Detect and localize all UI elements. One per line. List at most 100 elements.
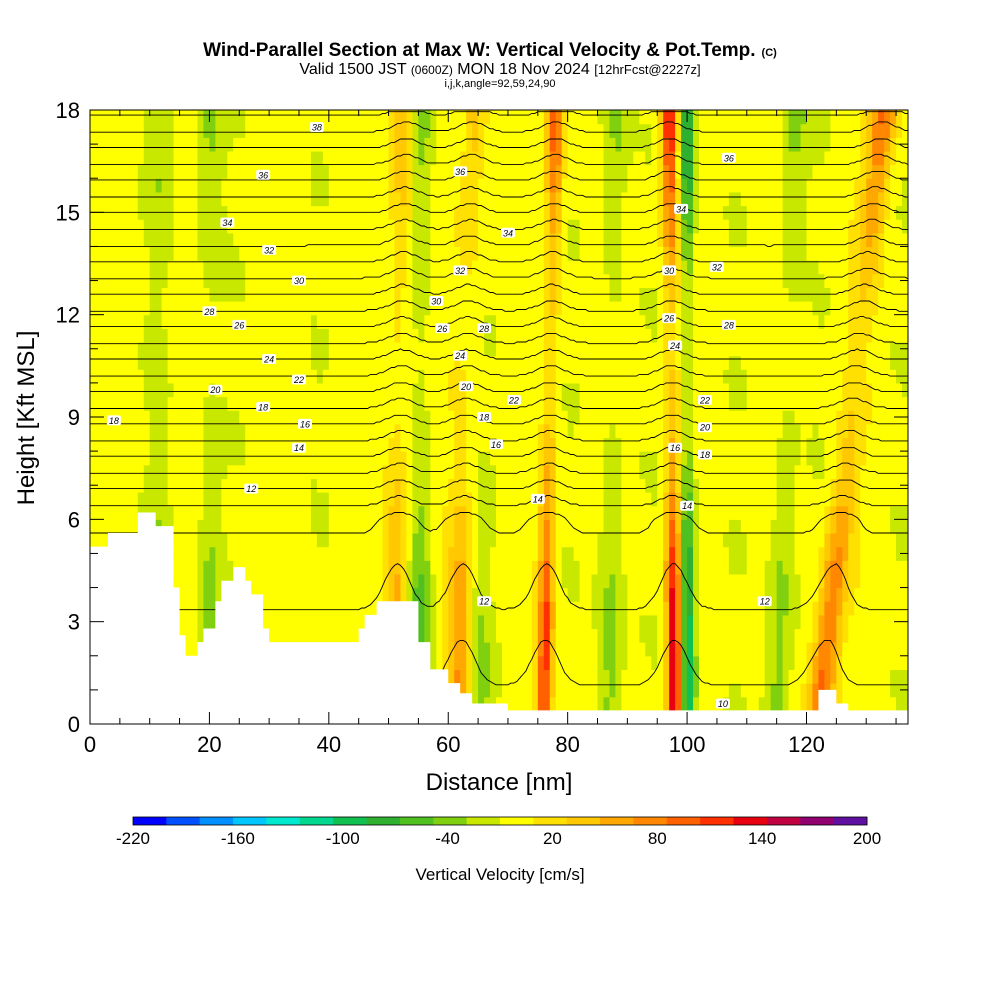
w-cell (460, 451, 467, 466)
w-cell (328, 492, 336, 507)
w-cell (740, 492, 748, 507)
w-cell (549, 396, 557, 411)
w-cell (448, 669, 455, 684)
w-cell (293, 219, 300, 234)
w-cell (209, 219, 216, 234)
w-cell (597, 696, 605, 711)
w-cell (651, 110, 658, 125)
w-cell (346, 519, 354, 534)
w-cell (394, 519, 402, 534)
w-cell (143, 246, 151, 261)
w-cell (699, 573, 706, 589)
w-cell (269, 437, 276, 452)
w-cell (663, 369, 670, 384)
w-cell (603, 123, 611, 138)
w-cell (107, 137, 115, 152)
w-cell (322, 123, 330, 138)
w-cell (704, 178, 712, 193)
w-cell (328, 573, 336, 589)
w-cell (460, 437, 467, 452)
w-cell (203, 410, 211, 425)
w-cell (131, 232, 139, 248)
w-cell (531, 273, 539, 288)
w-cell (501, 614, 509, 630)
w-cell (340, 519, 348, 534)
w-cell (490, 655, 497, 671)
w-cell (537, 369, 545, 384)
w-cell (633, 123, 640, 138)
w-cell (245, 137, 252, 152)
w-cell (173, 492, 181, 507)
w-cell (621, 382, 628, 398)
w-cell (704, 546, 712, 561)
w-cell (179, 191, 187, 207)
w-cell (346, 478, 354, 493)
w-cell (693, 573, 700, 589)
w-cell (430, 341, 437, 357)
w-cell (478, 273, 485, 288)
w-cell (346, 451, 354, 466)
w-cell (101, 505, 109, 520)
w-cell (663, 546, 670, 561)
w-cell (609, 532, 617, 548)
w-cell (704, 110, 712, 125)
w-cell (340, 191, 348, 207)
w-cell (507, 642, 515, 657)
w-cell (621, 246, 628, 261)
w-cell (364, 219, 372, 234)
w-cell (388, 328, 396, 343)
w-cell (728, 451, 736, 466)
w-cell (209, 110, 216, 125)
w-cell (460, 369, 467, 384)
w-cell (119, 260, 127, 275)
w-cell (370, 573, 378, 589)
w-cell (197, 560, 205, 575)
w-cell (728, 683, 736, 698)
w-cell (269, 492, 276, 507)
w-cell (167, 396, 175, 411)
w-cell (722, 423, 730, 439)
w-cell (149, 123, 157, 138)
w-cell (579, 451, 587, 466)
w-cell (525, 601, 533, 616)
w-cell (233, 355, 240, 370)
w-cell (143, 301, 151, 316)
w-cell (185, 137, 193, 152)
w-cell (633, 573, 640, 589)
w-cell (245, 123, 252, 138)
w-cell (460, 232, 467, 248)
w-cell (669, 532, 676, 548)
w-cell (507, 246, 515, 261)
w-cell (466, 532, 473, 548)
w-cell (591, 505, 599, 520)
w-cell (293, 178, 300, 193)
w-cell (424, 110, 431, 125)
w-cell (346, 178, 354, 193)
w-cell (609, 260, 617, 275)
w-cell (669, 150, 676, 166)
w-cell (704, 150, 712, 166)
w-cell (603, 341, 611, 357)
w-cell (687, 655, 694, 671)
w-cell (615, 232, 623, 248)
w-cell (675, 260, 682, 275)
w-cell (197, 410, 205, 425)
w-cell (161, 273, 169, 288)
w-cell (699, 437, 706, 452)
w-cell (328, 396, 336, 411)
w-cell (430, 492, 437, 507)
w-cell (627, 273, 634, 288)
w-cell (561, 219, 569, 234)
w-cell (257, 519, 264, 534)
w-cell (597, 232, 605, 248)
w-cell (287, 464, 294, 479)
w-cell (531, 464, 539, 479)
w-cell (275, 232, 282, 248)
w-cell (543, 191, 551, 207)
w-cell (340, 341, 348, 357)
w-cell (131, 355, 139, 370)
w-cell (549, 246, 557, 261)
w-cell (525, 423, 533, 439)
w-cell (585, 191, 593, 207)
w-cell (149, 150, 157, 166)
